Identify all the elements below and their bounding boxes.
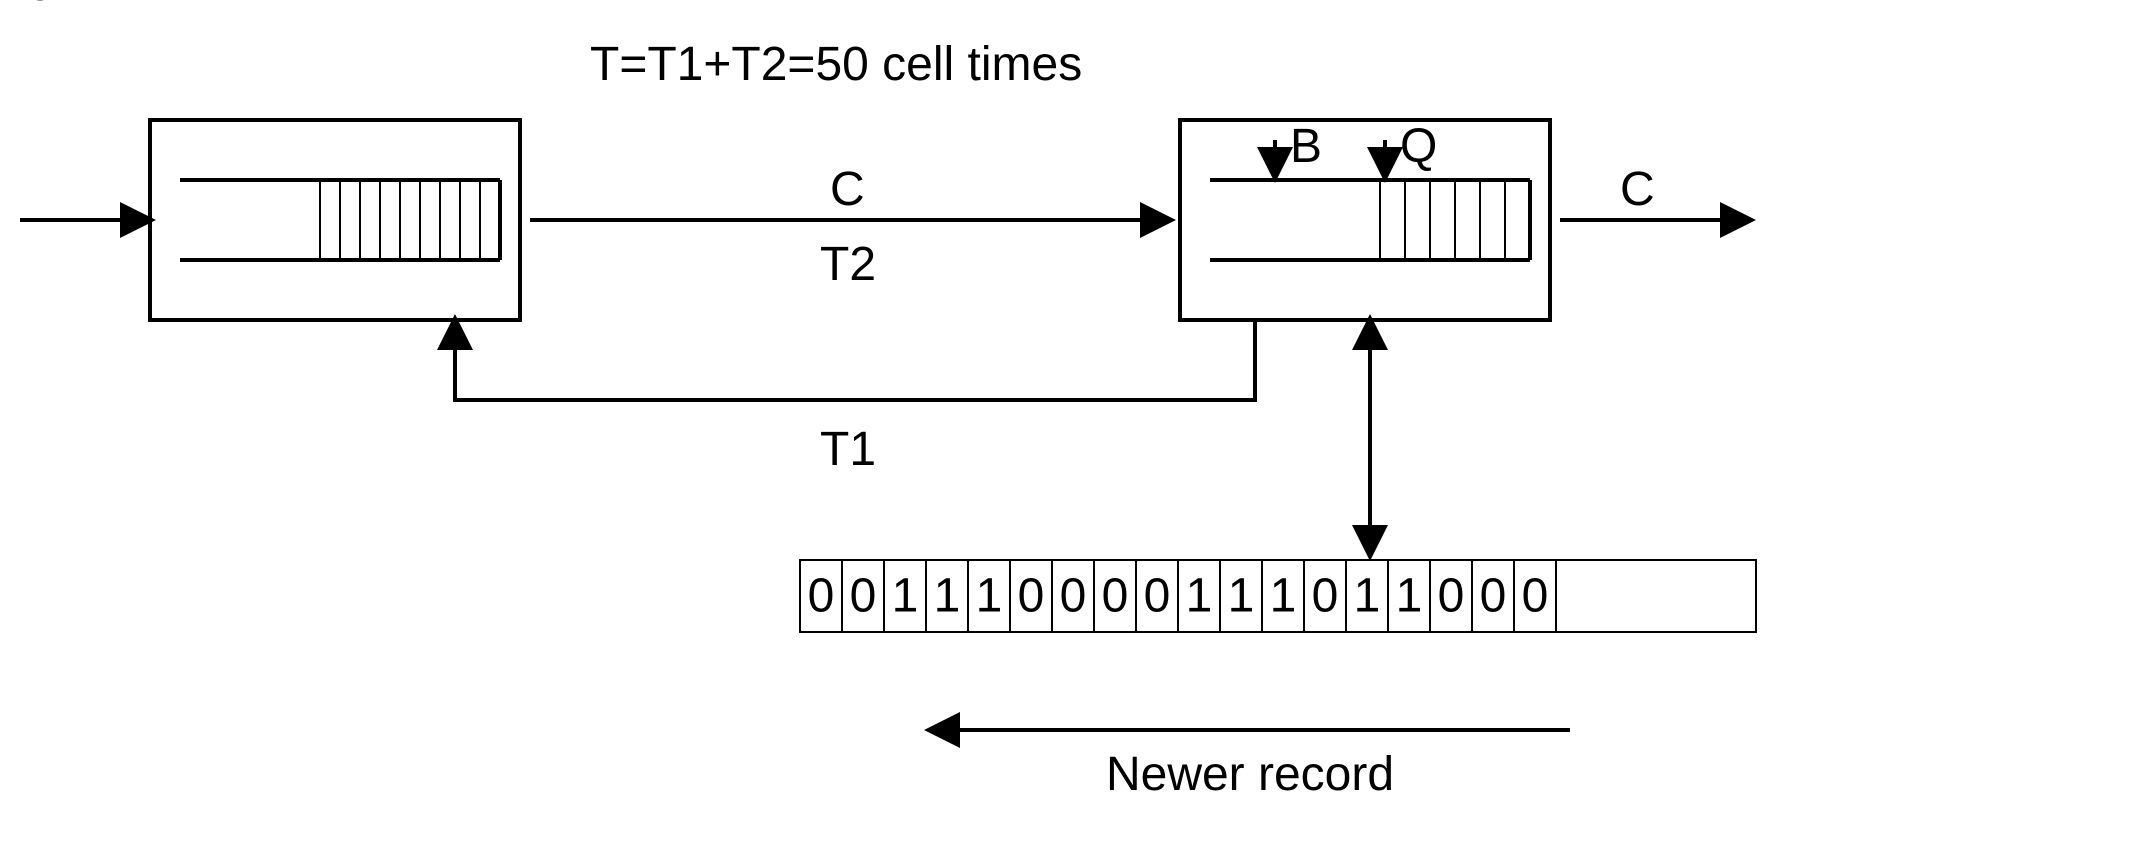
label-t1: T1 xyxy=(820,423,876,476)
bit-cell: 0 xyxy=(1060,570,1087,623)
label-b: B xyxy=(1290,120,1322,173)
bit-cell: 1 xyxy=(1228,570,1255,623)
bit-cell: 1 xyxy=(1354,570,1381,623)
bit-cell: 0 xyxy=(1438,570,1465,623)
bit-cell: 0 xyxy=(1480,570,1507,623)
label-c1: C xyxy=(830,163,865,216)
bit-cell: 1 xyxy=(1270,570,1297,623)
bit-cell: 1 xyxy=(892,570,919,623)
label-c2: C xyxy=(1620,163,1655,216)
bit-cell: 1 xyxy=(976,570,1003,623)
label-t2: T2 xyxy=(820,238,876,291)
bit-cell: 1 xyxy=(1186,570,1213,623)
bit-cell: 0 xyxy=(1102,570,1129,623)
box-42 xyxy=(1180,120,1550,320)
bit-cell: 0 xyxy=(1018,570,1045,623)
box-40 xyxy=(150,120,520,320)
ref-44: 44 xyxy=(0,0,53,11)
bit-cell: 0 xyxy=(1312,570,1339,623)
bit-cell: 0 xyxy=(808,570,835,623)
bit-cell: 0 xyxy=(1144,570,1171,623)
label-q: Q xyxy=(1400,120,1437,173)
bit-cell: 0 xyxy=(850,570,877,623)
bit-cell: 1 xyxy=(934,570,961,623)
arrow-feedback-t1 xyxy=(455,320,1255,400)
bit-cell: 1 xyxy=(1396,570,1423,623)
bit-cell: 0 xyxy=(1522,570,1549,623)
label-newer: Newer record xyxy=(1106,748,1394,801)
label-equation: T=T1+T2=50 cell times xyxy=(590,38,1082,91)
